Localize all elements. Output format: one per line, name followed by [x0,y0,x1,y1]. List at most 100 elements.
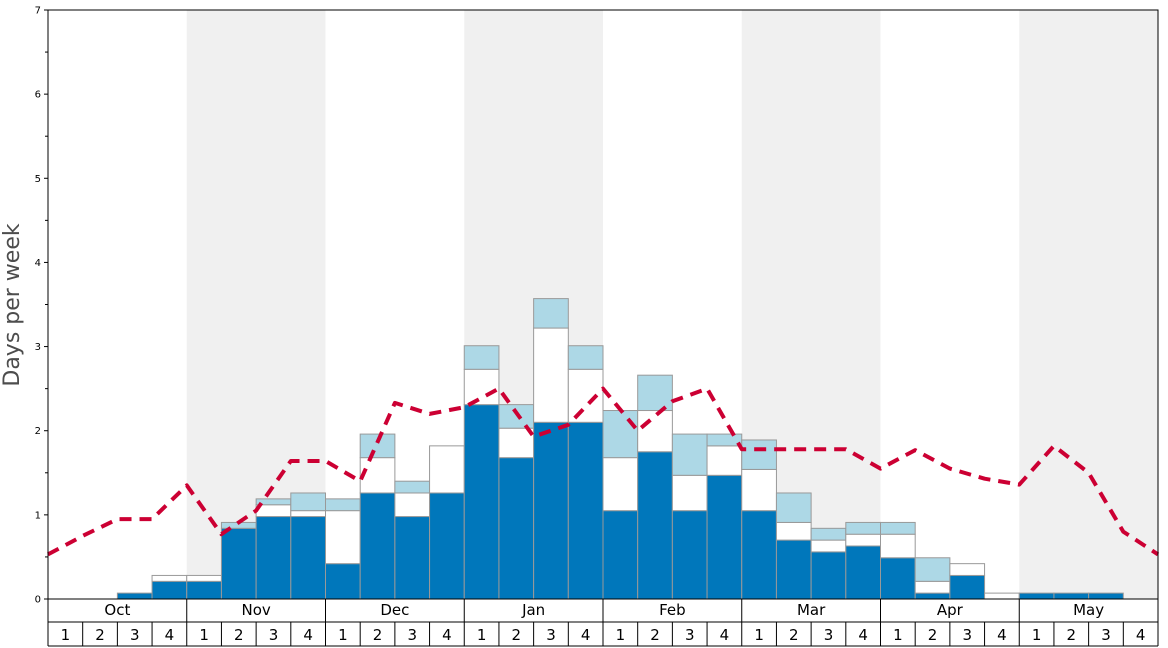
bar-segment-week-8-layer-3 [290,492,326,512]
bar-segment-week-13-layer-3 [463,345,500,370]
bar-segment-week-22-layer-1 [775,539,812,600]
bar-segment-week-23-layer-1 [810,551,847,600]
bar-segment-week-25-layer-2 [880,533,916,559]
average-line-group [47,386,1160,557]
bar-segment-week-9-layer-1 [325,563,361,600]
y-axis-title: Days per week [0,223,25,386]
bar-segment-week-9-layer-3 [325,498,361,512]
y-tick-label-6: 6 [35,90,41,101]
week-label-15: 3 [546,626,556,644]
y-tick-label-0: 0 [35,595,41,606]
bar-segment-week-26-layer-3 [914,557,951,582]
bar-segment-week-20-layer-2 [706,445,743,476]
bar-segment-week-27-layer-1 [949,574,986,600]
week-label-31: 3 [1101,626,1111,644]
week-label-22: 2 [789,626,799,644]
bar-segment-week-23-layer-3 [810,527,847,541]
month-label-apr: Apr [937,601,964,619]
month-shade-may [1019,10,1158,599]
week-label-23: 3 [824,626,834,644]
bar-segment-week-11-layer-1 [394,516,431,600]
week-label-19: 3 [685,626,695,644]
bar-segment-week-28-layer-2 [984,592,1020,600]
week-label-4: 4 [165,626,175,644]
bar-segment-week-8-layer-2 [290,510,326,518]
bar-segment-week-18-layer-1 [637,451,673,600]
bar-segment-week-15-layer-1 [533,421,569,600]
week-label-25: 1 [893,626,903,644]
bar-segment-week-14-layer-2 [498,427,535,459]
month-label-nov: Nov [241,601,270,619]
bar-segment-week-12-layer-2 [429,445,465,494]
bar-segment-week-26-layer-1 [914,592,951,600]
bar-segment-week-23-layer-2 [810,539,847,553]
week-label-32: 4 [1136,626,1146,644]
bar-segment-week-21-layer-2 [741,468,777,512]
week-label-17: 1 [616,626,626,644]
bar-segment-week-4-layer-1 [151,580,188,600]
y-axis: 0 1 2 3 4 5 6 7 [35,6,48,606]
bar-segment-week-17-layer-3 [602,410,639,459]
bar-segment-week-13-layer-1 [463,404,500,600]
bar-segment-week-24-layer-2 [845,533,881,547]
month-label-jan: Jan [521,601,545,619]
bar-segment-week-16-layer-1 [567,421,604,600]
bar-segment-week-31-layer-1 [1088,592,1124,600]
bar-segment-week-25-layer-3 [880,521,916,535]
y-tick-label-3: 3 [35,342,41,353]
bars [116,298,1124,600]
y-tick-label-1: 1 [35,510,41,521]
week-label-6: 2 [234,626,244,644]
week-label-1: 1 [61,626,71,644]
bar-segment-week-11-layer-2 [394,492,431,518]
bar-segment-week-9-layer-2 [325,510,361,565]
bar-segment-week-10-layer-2 [359,457,396,494]
bar-segment-week-15-layer-2 [533,327,569,423]
bar-segment-week-14-layer-3 [498,404,535,429]
bar-segment-week-15-layer-3 [533,298,569,329]
y-tick-label-5: 5 [35,174,41,185]
bar-segment-week-24-layer-1 [845,545,881,600]
week-label-30: 2 [1067,626,1077,644]
bar-segment-week-25-layer-1 [880,557,916,600]
bar-segment-week-26-layer-2 [914,580,951,594]
month-label-mar: Mar [797,601,826,619]
week-label-11: 3 [407,626,417,644]
bar-segment-week-4-layer-2 [151,574,188,582]
week-label-20: 4 [720,626,730,644]
week-label-18: 2 [650,626,660,644]
bar-segment-week-6-layer-1 [220,527,257,600]
bar-segment-week-12-layer-1 [429,492,465,600]
bar-segment-week-30-layer-1 [1053,592,1090,600]
bar-segment-week-7-layer-1 [255,516,292,600]
y-tick-label-7: 7 [35,6,41,17]
bar-segment-week-27-layer-2 [949,563,986,576]
month-label-dec: Dec [380,601,409,619]
week-label-14: 2 [512,626,522,644]
bar-segment-week-18-layer-2 [637,410,673,453]
bar-segment-week-17-layer-1 [602,510,639,600]
week-label-26: 2 [928,626,938,644]
bar-segment-week-11-layer-3 [394,480,431,494]
week-label-10: 2 [373,626,383,644]
x-axis: Oct Nov Dec Jan Feb Mar Apr May 1 2 3 4 1 2 3 4 1 2 3 4 1 2 3 4… [47,599,1159,647]
bar-segment-week-22-layer-2 [775,521,812,541]
week-label-13: 1 [477,626,487,644]
month-label-oct: Oct [104,601,130,619]
bar-segment-week-16-layer-2 [567,368,604,423]
bar-segment-week-5-layer-2 [186,574,222,582]
bar-segment-week-17-layer-2 [602,457,639,512]
average-line [47,386,1160,557]
week-label-5: 1 [199,626,209,644]
week-label-8: 4 [303,626,313,644]
week-label-29: 1 [1032,626,1042,644]
y-tick-label-4: 4 [35,258,41,269]
bar-segment-week-24-layer-3 [845,521,881,535]
bar-segment-week-29-layer-1 [1018,592,1055,600]
bar-segment-week-16-layer-3 [567,345,604,370]
week-label-3: 3 [130,626,140,644]
week-label-7: 3 [269,626,279,644]
bar-segment-week-19-layer-2 [671,474,708,512]
bar-segment-week-18-layer-3 [637,374,673,412]
